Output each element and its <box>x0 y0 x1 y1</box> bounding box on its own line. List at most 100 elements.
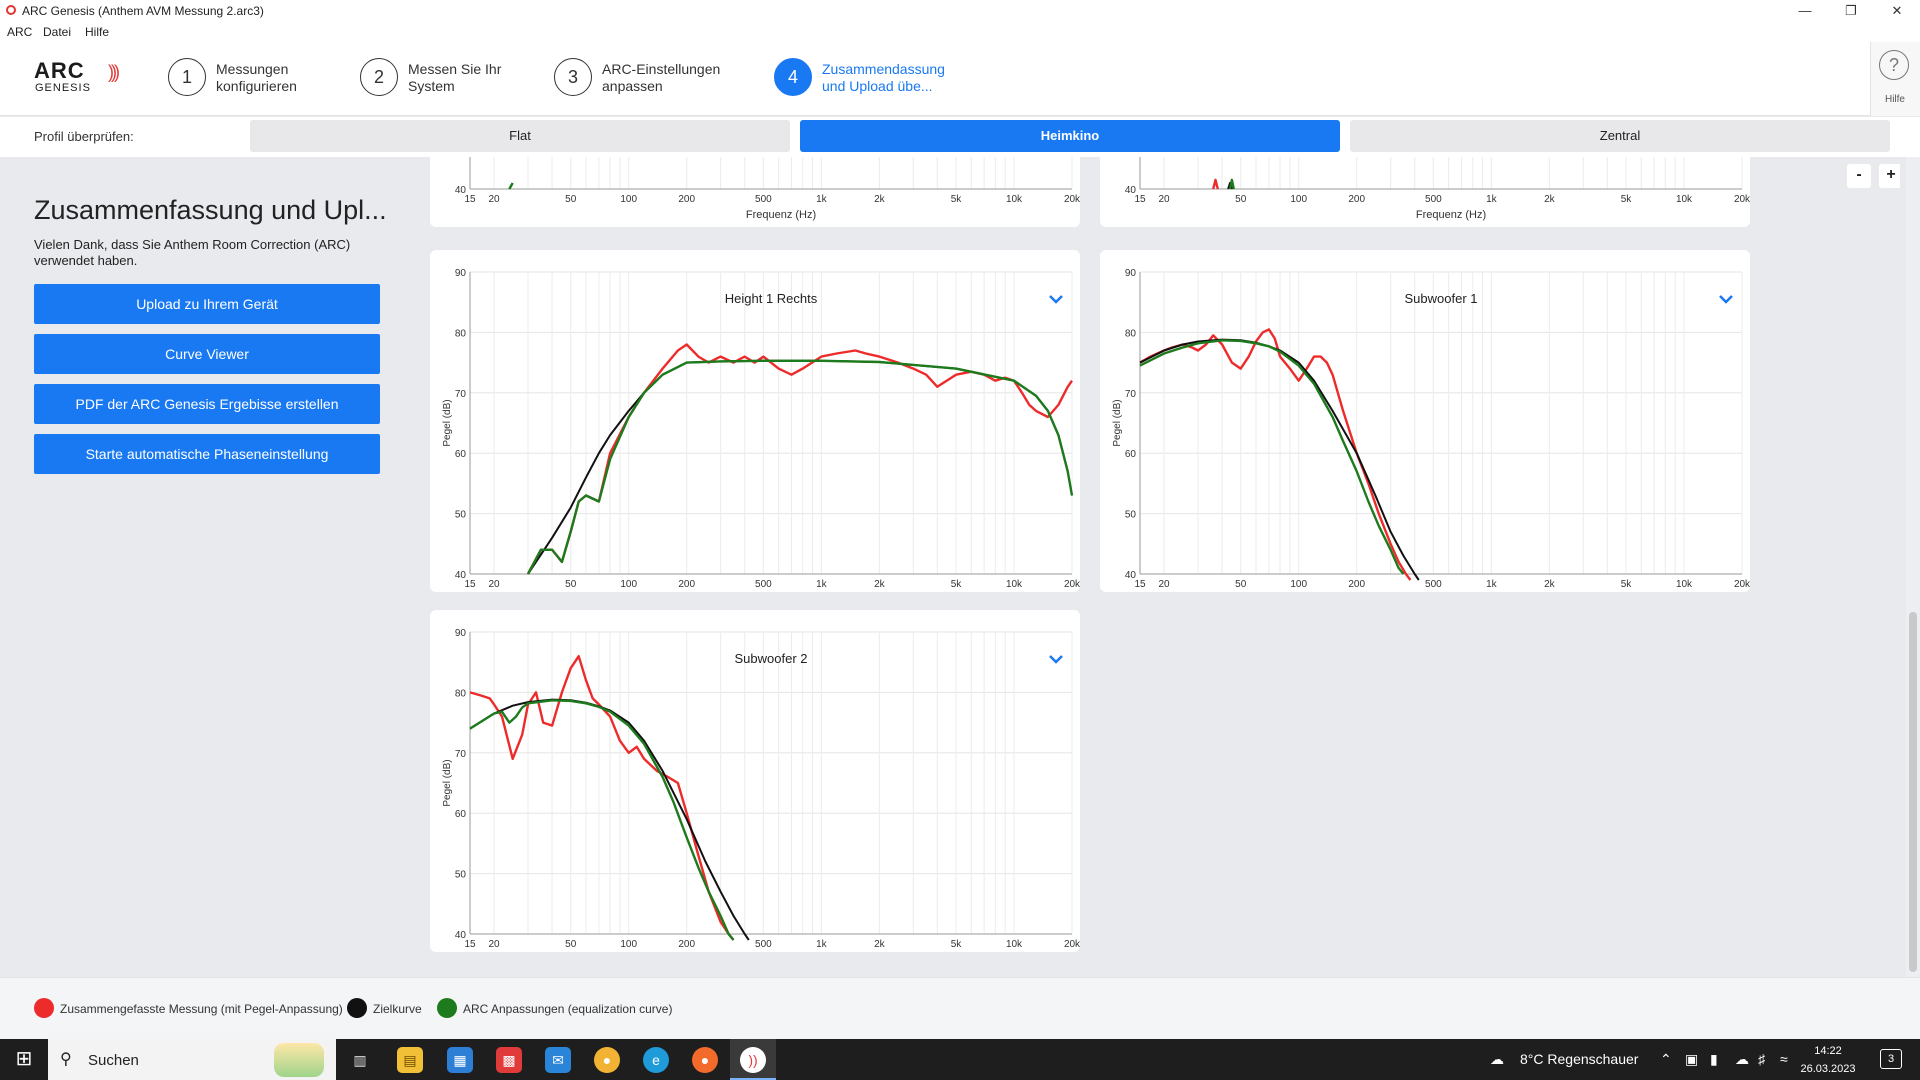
file-explorer-icon[interactable]: ▤ <box>397 1047 423 1073</box>
upload-button[interactable]: Upload zu Ihrem Gerät <box>34 284 380 324</box>
y-tick-label: 80 <box>1125 328 1137 339</box>
task-view-icon[interactable]: ▥ <box>353 1052 367 1068</box>
y-tick-label: 40 <box>455 570 467 581</box>
gift-app-icon[interactable]: ▩ <box>496 1047 522 1073</box>
step-1-number: 1 <box>168 58 206 96</box>
x-tick-label: 20k <box>1734 579 1750 590</box>
notifications-icon[interactable]: 3 <box>1880 1049 1902 1069</box>
auto-phase-button[interactable]: Starte automatische Phaseneinstellung <box>34 434 380 474</box>
x-tick-label: 20 <box>1159 579 1171 590</box>
y-tick-label: 90 <box>455 268 467 279</box>
menu-hilfe[interactable]: Hilfe <box>85 25 110 39</box>
x-tick-label: 500 <box>755 939 772 950</box>
summary-pane: Zusammenfassung und Upl... Vielen Dank, … <box>0 157 420 977</box>
x-tick-label: 2k <box>874 939 886 950</box>
weather-icon[interactable]: ☁ <box>1490 1051 1504 1067</box>
logo-subtext: GENESIS <box>35 82 91 94</box>
firefox-icon[interactable]: ● <box>692 1047 718 1073</box>
chart-grid <box>469 271 1073 575</box>
arc-genesis-taskbar-item[interactable] <box>730 1039 776 1080</box>
x-tick-label: 20 <box>1159 194 1171 205</box>
weather-text[interactable]: 8°C Regenschauer <box>1520 1051 1639 1067</box>
chevron-down-icon[interactable] <box>1049 655 1063 664</box>
arc-genesis-icon[interactable]: )) <box>740 1047 766 1073</box>
x-tick-label: 20 <box>489 194 501 205</box>
close-button[interactable]: ✕ <box>1891 3 1903 18</box>
y-tick-label: 70 <box>455 749 467 760</box>
x-tick-label: 2k <box>874 579 886 590</box>
chart-title: Height 1 Rechts <box>725 291 818 306</box>
legend-measured-label: Zusammengefasste Messung (mit Pegel-Anpa… <box>60 1002 343 1016</box>
x-tick-label: 1k <box>816 579 828 590</box>
taskbar-search[interactable]: ⚲ Suchen <box>48 1039 336 1080</box>
tab-zentral[interactable]: Zentral <box>1350 120 1890 152</box>
x-axis-label: Frequenz (Hz) <box>746 209 816 221</box>
store-icon[interactable]: ▦ <box>447 1047 473 1073</box>
x-tick-label: 50 <box>565 939 577 950</box>
cloud-icon[interactable]: ☁ <box>1735 1051 1749 1067</box>
x-tick-label: 1k <box>816 939 828 950</box>
wifi-icon[interactable]: ≈ <box>1780 1051 1788 1067</box>
scrollbar[interactable] <box>1906 157 1920 977</box>
wizard-header: ARC GENESIS ))) 1 Messungen konfigurieren… <box>0 42 1920 116</box>
y-tick-label: 40 <box>1125 185 1137 196</box>
mail-icon[interactable]: ✉ <box>545 1047 571 1073</box>
tab-flat[interactable]: Flat <box>250 120 790 152</box>
y-axis-label: Pegel (dB) <box>1112 399 1123 446</box>
x-tick-label: 100 <box>620 939 637 950</box>
chart-card-subwoofer-2: 15 20 50 100 200 500 1k 2k 5k 10k 20k 40 50 60 70 80 90 P… <box>430 610 1080 952</box>
summary-heading: Zusammenfassung und Upl... <box>34 195 387 225</box>
chart-svg: 15 20 50 100 200 500 1k 2k 5k 10k 20k 40 Frequenz (H… <box>1125 157 1750 221</box>
plot-area[interactable]: 15 20 50 100 200 500 1k 2k 5k 10k 20k 40 Frequenz (H… <box>420 157 1900 977</box>
curve-viewer-button[interactable]: Curve Viewer <box>34 334 380 374</box>
x-tick-label: 100 <box>620 194 637 205</box>
meet-now-icon[interactable]: ▣ <box>1685 1051 1699 1067</box>
y-tick-label: 50 <box>455 870 467 881</box>
clock[interactable]: 14:22 26.03.2023 <box>1800 1042 1856 1078</box>
step-4-label: Zusammendassung und Upload übe... <box>822 61 945 94</box>
x-tick-label: 50 <box>565 194 577 205</box>
chevron-down-icon[interactable] <box>1719 295 1733 304</box>
step-1-label: Messungen konfigurieren <box>216 61 297 94</box>
series-measured-line <box>469 655 735 941</box>
help-button[interactable]: ? Hilfe <box>1870 42 1920 116</box>
create-pdf-button[interactable]: PDF der ARC Genesis Ergebisse erstellen <box>34 384 380 424</box>
x-tick-label: 100 <box>620 579 637 590</box>
taskbar-search-text: Suchen <box>88 1052 139 1069</box>
show-hidden-icons-icon[interactable]: ⌃ <box>1660 1051 1672 1067</box>
help-icon: ? <box>1879 50 1909 80</box>
y-tick-label: 60 <box>455 809 467 820</box>
menu-bar: ARC Datei Hilfe <box>0 22 1920 42</box>
battery-icon[interactable]: ▮ <box>1710 1051 1718 1067</box>
chart-title: Subwoofer 2 <box>735 651 808 666</box>
restore-button[interactable]: ❐ <box>1845 3 1857 18</box>
chart-card-top-right: 15 20 50 100 200 500 1k 2k 5k 10k 20k 40 Frequenz (H… <box>1100 157 1750 227</box>
x-tick-label: 500 <box>1425 579 1442 590</box>
x-tick-label: 1k <box>1486 579 1498 590</box>
series-eq-line <box>508 182 514 190</box>
menu-arc[interactable]: ARC <box>7 25 33 39</box>
chart-svg: 15 20 50 100 200 500 1k 2k 5k 10k 20k 40 50 60 70 80 90 P… <box>442 268 1080 590</box>
y-tick-label: 70 <box>455 389 467 400</box>
zoom-in-button[interactable]: + <box>1879 164 1900 188</box>
y-tick-label: 40 <box>1125 570 1137 581</box>
tab-heimkino[interactable]: Heimkino <box>800 120 1340 152</box>
zoom-out-button[interactable]: - <box>1847 164 1871 188</box>
y-tick-label: 40 <box>455 185 467 196</box>
x-tick-label: 50 <box>1235 194 1247 205</box>
x-tick-label: 15 <box>1134 579 1146 590</box>
x-tick-label: 20 <box>489 579 501 590</box>
windows-start-icon[interactable]: ⊞ <box>15 1048 33 1070</box>
browser-icon[interactable]: ● <box>594 1047 620 1073</box>
scrollbar-thumb[interactable] <box>1909 612 1917 972</box>
chevron-down-icon[interactable] <box>1049 295 1063 304</box>
step-3-label: ARC-Einstellungen anpassen <box>602 61 721 94</box>
menu-datei[interactable]: Datei <box>43 25 72 39</box>
x-tick-label: 500 <box>755 194 772 205</box>
minimize-button[interactable]: — <box>1798 3 1812 18</box>
y-tick-label: 40 <box>455 930 467 941</box>
volume-muted-icon[interactable]: ♯ <box>1758 1051 1765 1067</box>
x-tick-label: 20k <box>1064 579 1080 590</box>
legend-target-swatch <box>347 998 367 1018</box>
edge-icon[interactable]: e <box>643 1047 669 1073</box>
